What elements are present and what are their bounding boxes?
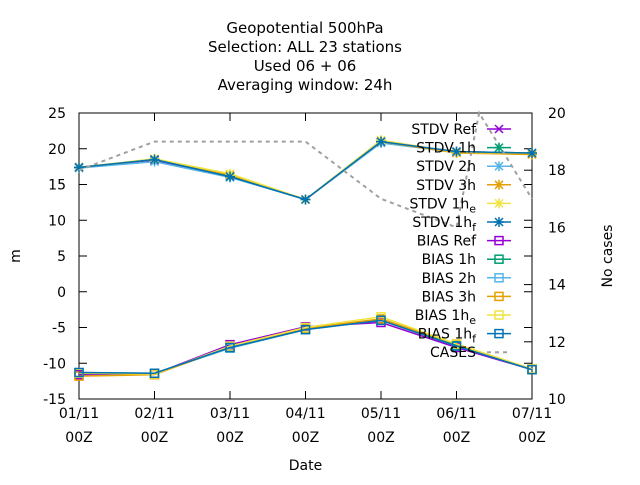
- legend-label: STDV 3h: [416, 178, 476, 194]
- y2-tick-label: 20: [548, 106, 566, 122]
- data-point: [300, 194, 311, 205]
- data-point: [376, 315, 386, 326]
- x-tick-label-date: 05/11: [361, 406, 401, 422]
- x-tick-label-date: 01/11: [59, 406, 99, 422]
- legend-label-subscript: f: [472, 221, 477, 234]
- y-tick-label: 5: [57, 249, 66, 265]
- y2-tick-label: 14: [548, 278, 566, 294]
- data-point: [74, 162, 84, 173]
- y-tick-label: 0: [57, 285, 66, 301]
- legend-label: BIAS 3h: [422, 289, 476, 305]
- data-point: [149, 154, 160, 165]
- data-point: [149, 368, 160, 379]
- chart-title-line: Used 06 + 06: [254, 57, 357, 75]
- legend-label-subscript: f: [472, 333, 477, 346]
- series-line: [78, 110, 533, 229]
- legend-label: STDV 2h: [416, 159, 476, 175]
- legend-label-subscript: e: [469, 314, 476, 327]
- legend-label: BIAS 1he: [415, 308, 476, 327]
- legend-marker: [494, 235, 504, 246]
- legend-marker: [494, 328, 504, 339]
- legend-marker: [494, 179, 504, 190]
- series-line: [78, 319, 533, 375]
- y-tick-label: 20: [48, 142, 66, 158]
- data-point: [300, 324, 311, 335]
- x-tick-label-time: 00Z: [141, 430, 168, 446]
- y2-axis-title: No cases: [600, 225, 616, 288]
- x-tick-label-time: 00Z: [518, 430, 545, 446]
- data-point: [451, 341, 462, 351]
- x-tick-label-date: 06/11: [436, 406, 476, 422]
- data-point: [527, 148, 537, 159]
- chart-title-line: Geopotential 500hPa: [226, 19, 383, 37]
- legend-label: STDV 1hf: [412, 215, 477, 234]
- y-tick-label: 15: [48, 178, 66, 194]
- legend-marker: [494, 310, 504, 320]
- data-point: [74, 367, 84, 378]
- y2-tick-label: 12: [548, 335, 566, 351]
- x-tick-label-date: 07/11: [512, 406, 552, 422]
- data-point: [376, 136, 386, 147]
- legend-marker: [494, 254, 504, 264]
- legend-label: STDV 1h: [416, 141, 476, 157]
- y-axis-title: m: [8, 249, 24, 263]
- chart-title-line: Averaging window: 24h: [218, 76, 393, 94]
- y-tick-label: -5: [52, 321, 66, 337]
- legend-label: STDV Ref: [411, 122, 477, 138]
- legend-marker: [494, 217, 504, 227]
- legend-label: BIAS Ref: [417, 234, 477, 250]
- chart-title-line: Selection: ALL 23 stations: [208, 38, 402, 56]
- x-tick-label-time: 00Z: [65, 430, 92, 446]
- data-point: [527, 364, 537, 375]
- legend-label: CASES: [430, 345, 476, 361]
- legend-label: BIAS 2h: [422, 271, 476, 287]
- y-tick-label: -15: [43, 392, 66, 408]
- y2-tick-label: 10: [548, 392, 566, 408]
- x-tick-label-date: 04/11: [285, 406, 325, 422]
- y2-tick-label: 18: [548, 163, 566, 179]
- data-point: [225, 171, 235, 182]
- y-tick-label: -10: [43, 356, 66, 372]
- y2-tick-label: 16: [548, 220, 566, 236]
- legend-label-subscript: e: [469, 202, 476, 215]
- legend-marker: [494, 124, 504, 134]
- data-point: [225, 342, 235, 353]
- y-tick-label: 10: [48, 213, 66, 229]
- x-tick-label-time: 00Z: [367, 430, 394, 446]
- x-tick-label-time: 00Z: [292, 430, 319, 446]
- legend-marker: [494, 142, 504, 153]
- legend-label: BIAS 1h: [422, 252, 476, 268]
- data-point: [451, 146, 462, 157]
- legend-marker: [494, 273, 504, 283]
- legend-marker: [494, 198, 504, 209]
- legend-marker: [494, 291, 504, 302]
- legend-label: STDV 1he: [409, 196, 476, 215]
- legend-label: BIAS 1hf: [418, 327, 477, 346]
- legend-marker: [494, 161, 504, 172]
- y-tick-label: 25: [48, 106, 66, 122]
- x-axis-title: Date: [289, 458, 322, 474]
- x-tick-label-date: 03/11: [210, 406, 250, 422]
- x-tick-label-time: 00Z: [443, 430, 470, 446]
- x-tick-label-time: 00Z: [216, 430, 243, 446]
- x-tick-label-date: 02/11: [134, 406, 174, 422]
